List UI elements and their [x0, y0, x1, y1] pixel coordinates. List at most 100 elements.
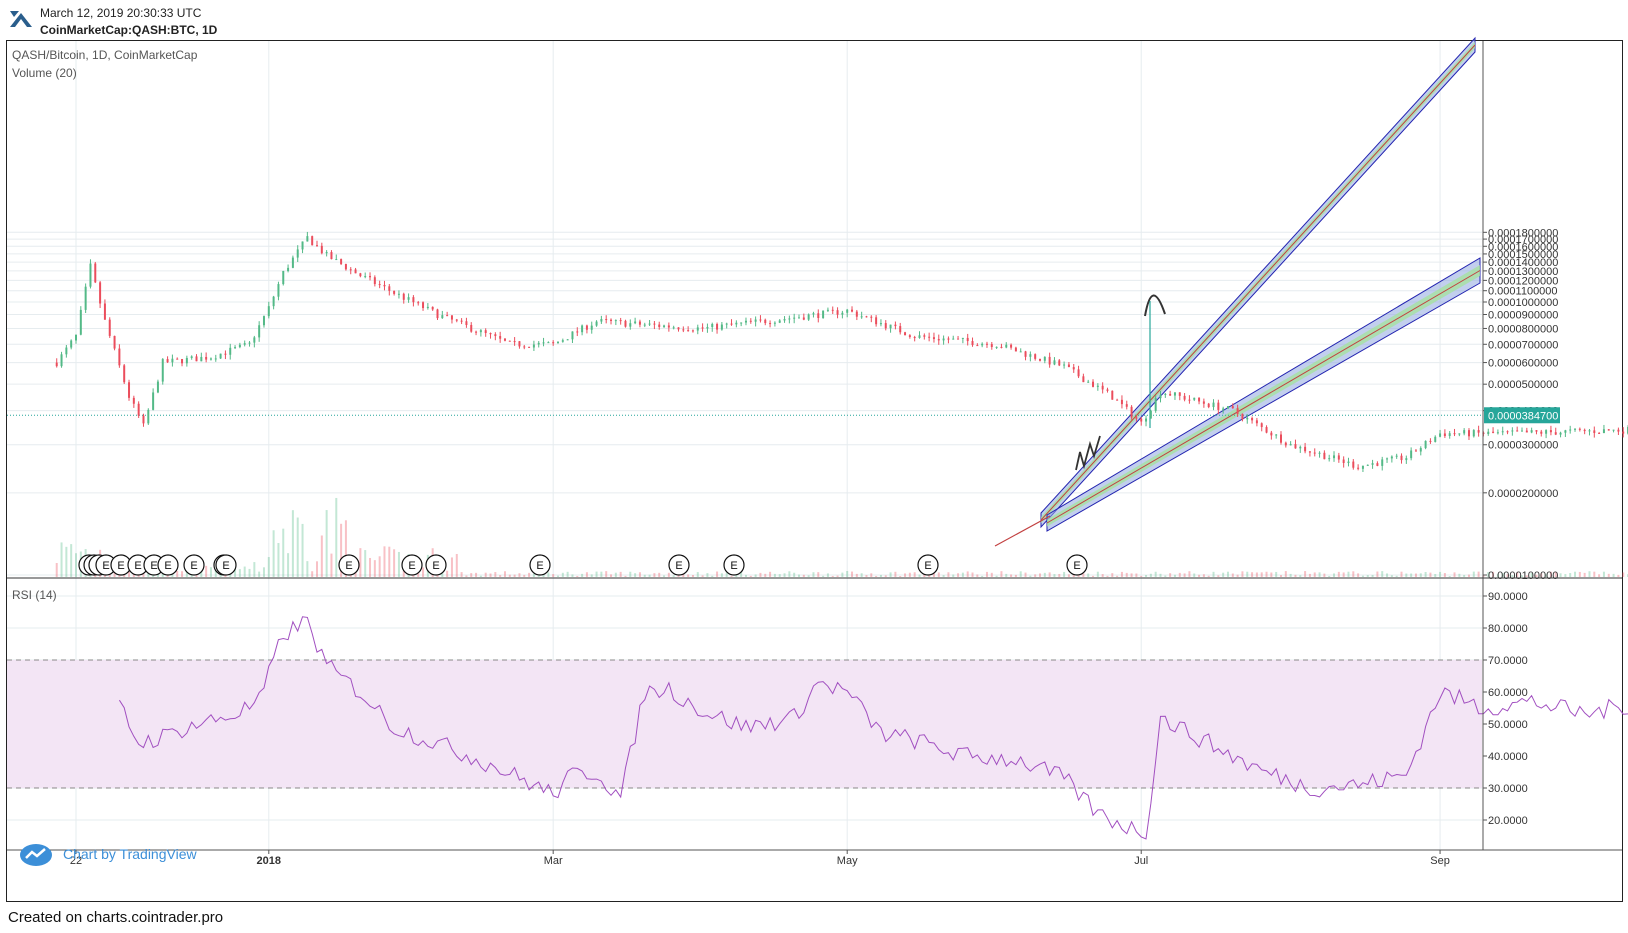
volume-bar — [985, 571, 988, 577]
candle-body — [793, 317, 796, 319]
earnings-marker-label: E — [190, 560, 197, 572]
candle-body — [1183, 395, 1186, 400]
price-tick-label: 0.0000600000 — [1488, 358, 1558, 370]
candle-body — [1014, 347, 1017, 352]
volume-bar — [1434, 573, 1437, 577]
candle-body — [132, 397, 135, 404]
candle-body — [152, 392, 155, 410]
candle-body — [1226, 406, 1229, 409]
candle-body — [219, 353, 222, 359]
chart-frame[interactable] — [6, 40, 1623, 902]
candle-body — [422, 302, 425, 309]
candle-body — [638, 321, 641, 325]
candle-body — [1622, 431, 1625, 434]
volume-bar — [802, 574, 805, 577]
candle-body — [561, 340, 564, 342]
candle-body — [1106, 389, 1109, 391]
volume-bar — [393, 549, 396, 577]
candle-body — [417, 302, 420, 304]
candle-body — [282, 270, 285, 285]
volume-bar — [55, 562, 58, 577]
candle-body — [94, 263, 97, 283]
candle-body — [1299, 446, 1302, 449]
candle-body — [89, 263, 92, 287]
volume-bar — [696, 572, 699, 577]
candle-body — [1516, 430, 1519, 432]
price-tick-label: 0.0001800000 — [1488, 227, 1558, 239]
candle-body — [952, 338, 955, 340]
candle-body — [1077, 369, 1080, 377]
volume-bar — [272, 530, 275, 577]
candle-body — [937, 339, 940, 341]
volume-bar — [402, 571, 405, 577]
candle-body — [648, 323, 651, 325]
volume-bar — [205, 565, 208, 577]
candle-body — [262, 316, 265, 326]
volume-bar — [1222, 572, 1225, 577]
volume-bar — [1034, 574, 1037, 577]
volume-bar — [1559, 573, 1562, 577]
volume-bar — [1096, 571, 1099, 577]
candle-body — [1087, 381, 1090, 383]
volume-bar — [846, 571, 849, 577]
volume-bar — [1516, 572, 1519, 577]
volume-bar — [1067, 574, 1070, 577]
time-tick-label: 22 — [70, 855, 82, 867]
volume-bar — [1521, 575, 1523, 577]
volume-bar — [990, 572, 993, 577]
candle-body — [195, 356, 198, 362]
watermark-text: Chart by TradingView — [63, 846, 197, 862]
x-axis-labels: 222018MarMayJulSepNov2019MarMayJulSep — [70, 850, 1450, 867]
candle-body — [1294, 444, 1297, 449]
volume-bar — [494, 572, 497, 577]
volume-bar — [1000, 571, 1003, 577]
candle-body — [1564, 430, 1567, 433]
candle-body — [344, 264, 347, 270]
volume-bar — [1014, 574, 1017, 577]
tradingview-watermark[interactable]: Chart by TradingView — [19, 843, 197, 867]
volume-bar — [942, 575, 945, 577]
volume-bar — [759, 572, 762, 577]
volume-bar — [1467, 574, 1470, 577]
volume-bar — [542, 572, 545, 577]
candle-body — [161, 359, 164, 382]
candle-body — [335, 259, 338, 261]
candle-body — [1222, 408, 1225, 410]
candle-body — [879, 323, 882, 325]
volume-bar — [1251, 572, 1254, 577]
volume-bar — [75, 553, 77, 577]
channel-inner — [1047, 265, 1480, 527]
candle-body — [277, 284, 280, 297]
earnings-marker — [917, 554, 939, 576]
time-tick-label: Sep — [1430, 855, 1450, 867]
price-tick-label: 0.0000300000 — [1488, 440, 1558, 452]
volume-bar — [831, 575, 834, 577]
candle-body — [99, 282, 102, 304]
candle-body — [1241, 413, 1244, 420]
candle-body — [460, 320, 463, 322]
volume-bar — [817, 572, 820, 577]
candle-body — [1130, 406, 1133, 418]
volume-bar — [1289, 573, 1292, 577]
earnings-marker-label: E — [1073, 560, 1080, 572]
volume-bar — [1082, 573, 1085, 577]
candle-body — [426, 306, 429, 309]
candle-body — [1010, 344, 1013, 348]
volume-bar — [455, 553, 458, 577]
candle-body — [1434, 436, 1437, 442]
candle-body — [1154, 398, 1157, 411]
candle-body — [1111, 390, 1114, 400]
volume-bar — [262, 567, 265, 577]
candle-body — [1617, 429, 1620, 432]
volume-bar — [287, 553, 290, 577]
earnings-marker-label: E — [432, 560, 439, 572]
candle-body — [1212, 402, 1215, 408]
candle-body — [1429, 440, 1432, 442]
volume-bar — [648, 574, 651, 577]
candle-body — [181, 358, 184, 364]
candle-body — [407, 297, 410, 300]
candle-body — [1366, 464, 1369, 466]
candle-body — [1145, 418, 1148, 422]
volume-bar — [629, 571, 632, 577]
